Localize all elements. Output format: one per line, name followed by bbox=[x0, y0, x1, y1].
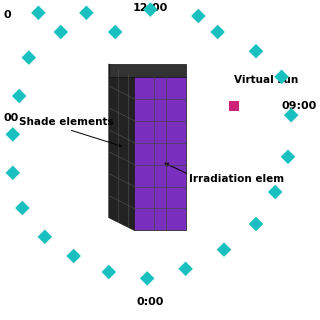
Text: 00: 00 bbox=[3, 113, 19, 124]
Point bbox=[231, 103, 236, 108]
Point bbox=[10, 170, 15, 175]
Point bbox=[273, 189, 278, 195]
Point bbox=[17, 93, 22, 99]
Point bbox=[71, 253, 76, 259]
Point bbox=[289, 113, 294, 118]
Text: Shade elements: Shade elements bbox=[19, 116, 114, 127]
Text: 0: 0 bbox=[3, 10, 11, 20]
Point bbox=[84, 10, 89, 15]
Point bbox=[196, 13, 201, 19]
Point bbox=[26, 55, 31, 60]
Text: 09:00: 09:00 bbox=[282, 100, 317, 111]
Point bbox=[36, 10, 41, 15]
Point bbox=[279, 74, 284, 79]
Point bbox=[106, 269, 111, 275]
Point bbox=[20, 205, 25, 211]
Point bbox=[10, 132, 15, 137]
Text: 12:00: 12:00 bbox=[133, 3, 168, 13]
Point bbox=[148, 7, 153, 12]
Point bbox=[253, 221, 259, 227]
Polygon shape bbox=[134, 77, 186, 230]
Point bbox=[58, 29, 63, 35]
Point bbox=[42, 234, 47, 239]
Text: 0:00: 0:00 bbox=[137, 297, 164, 307]
Point bbox=[183, 266, 188, 271]
Polygon shape bbox=[109, 64, 134, 230]
Point bbox=[113, 29, 118, 35]
Point bbox=[253, 49, 259, 54]
Polygon shape bbox=[109, 64, 186, 77]
Point bbox=[215, 29, 220, 35]
Text: Irradiation elem: Irradiation elem bbox=[189, 174, 284, 184]
Text: Virtual sun: Virtual sun bbox=[234, 75, 298, 85]
Point bbox=[221, 247, 227, 252]
Point bbox=[145, 276, 150, 281]
Point bbox=[285, 154, 291, 159]
